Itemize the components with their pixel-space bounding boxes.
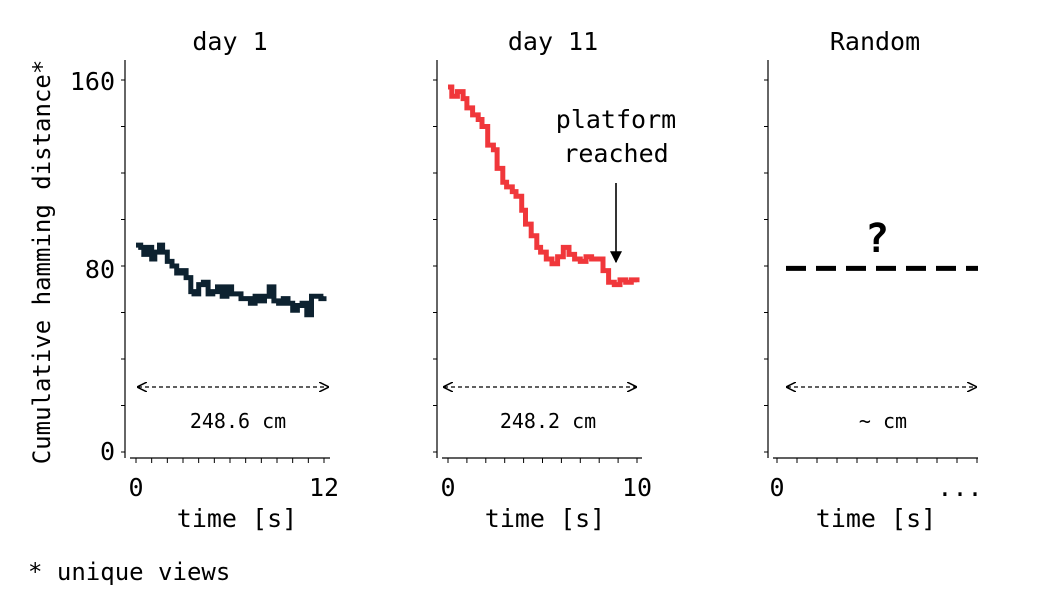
x-axis-label: time [s]	[177, 504, 297, 533]
x-ticks	[776, 458, 978, 463]
y-ticks	[121, 79, 125, 453]
distance-label: 248.2 cm	[500, 409, 596, 433]
x-axis-label: time [s]	[485, 504, 605, 533]
distance-label: 248.6 cm	[190, 409, 286, 433]
panel-title: day 1	[192, 27, 267, 56]
panel-title: Random	[830, 27, 920, 56]
x-tick-label: 0	[440, 473, 455, 502]
panel-day11: day 11 0 10 time [s] 248.2 cm platform re…	[433, 27, 676, 533]
y-tick-label: 80	[85, 255, 115, 284]
question-mark: ?	[865, 216, 889, 262]
y-tick-label: 160	[70, 67, 115, 96]
y-tick-label: 0	[100, 437, 115, 466]
distance-label: ~ cm	[859, 409, 907, 433]
x-tick-label: ...	[937, 473, 982, 502]
panel-day1: day 1 160 80 0 0 12 time [s] 248.6 cm	[70, 27, 339, 533]
x-tick-label: 0	[769, 473, 784, 502]
annotation-line: platform	[556, 105, 676, 134]
series-line-day11	[448, 84, 640, 288]
series-line-day1	[136, 242, 327, 318]
annotation-line: reached	[563, 139, 668, 168]
x-tick-label: 12	[309, 473, 339, 502]
x-tick-label: 10	[622, 473, 652, 502]
annotation-platform-reached: platform reached	[556, 105, 676, 168]
x-axis-label: time [s]	[816, 504, 936, 533]
footnote: * unique views	[28, 558, 231, 586]
panel-title: day 11	[508, 27, 598, 56]
x-ticks	[135, 458, 325, 463]
y-axis-label: Cumulative hamming distance*	[28, 60, 56, 465]
y-ticks	[433, 79, 437, 453]
x-tick-label: 0	[128, 473, 143, 502]
y-ticks	[764, 79, 768, 453]
x-ticks	[447, 458, 638, 463]
panel-random: Random 0 ... time [s] ~ cm ?	[764, 27, 983, 533]
